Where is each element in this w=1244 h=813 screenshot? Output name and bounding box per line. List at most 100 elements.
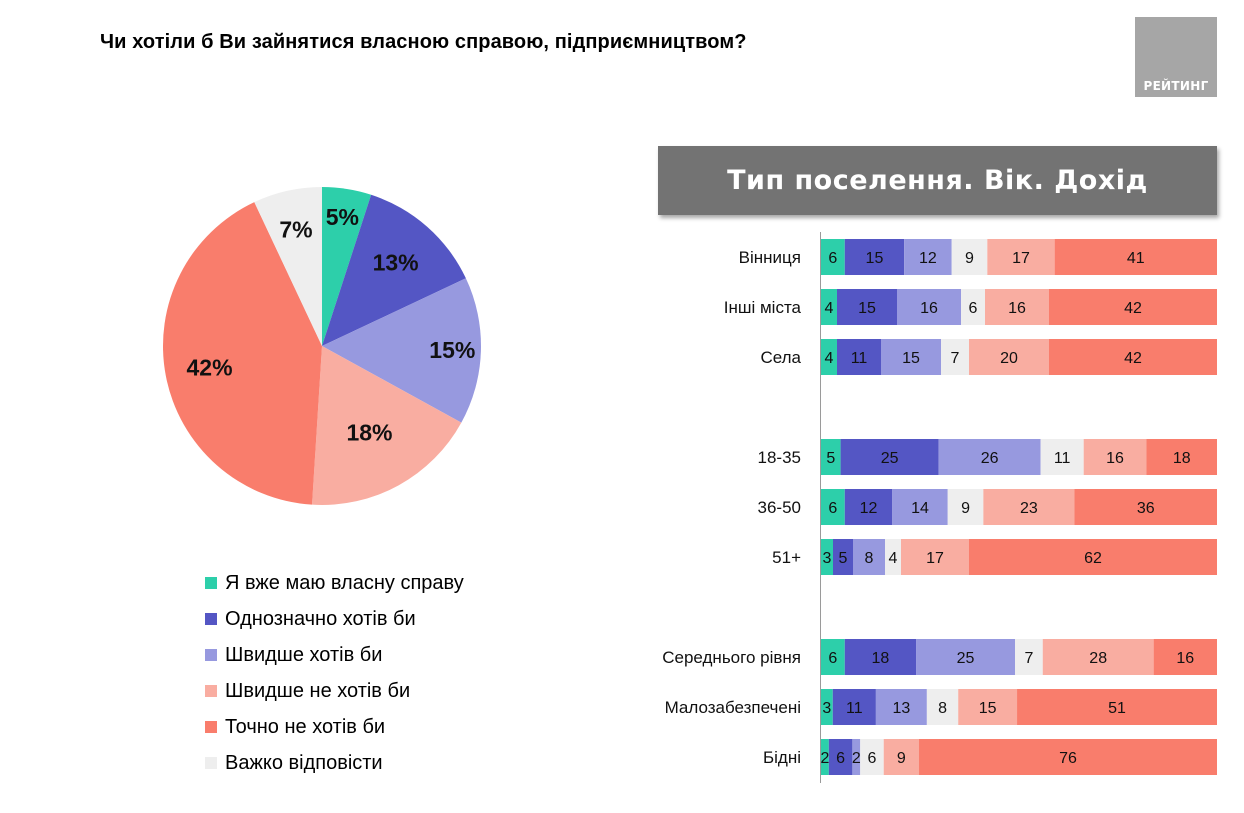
bar-segment-label: 51: [1108, 700, 1126, 717]
bar-segment: [1017, 689, 1217, 725]
bar-category-label: Малозабезпечені: [665, 698, 801, 717]
bar-segment: [821, 489, 845, 525]
bar-segment-label: 6: [828, 650, 837, 667]
bar-segment-label: 6: [969, 300, 978, 317]
bar-segment: [983, 489, 1075, 525]
legend-label: Я вже маю власну справу: [225, 571, 464, 594]
panel-title: Тип поселення. Вік. Дохід: [727, 165, 1148, 196]
bar-segment: [833, 539, 853, 575]
bar-segment: [1049, 289, 1217, 325]
bar-category-label: Вінниця: [739, 248, 801, 267]
bar-segment-label: 8: [938, 700, 947, 717]
bar-segment-label: 11: [846, 700, 863, 717]
bar-segment-label: 20: [1000, 350, 1018, 367]
legend-item: Однозначно хотів би: [205, 601, 464, 637]
bar-segment: [904, 239, 952, 275]
bar-segment-label: 6: [828, 250, 837, 267]
bar-segment-label: 18: [1173, 450, 1191, 467]
bar-segment: [901, 539, 969, 575]
bar-segment: [961, 289, 985, 325]
pie-slice-label: 5%: [326, 204, 359, 230]
bar-segment-label: 26: [981, 450, 999, 467]
pie-slice: [312, 346, 462, 505]
bar-segment: [916, 639, 1016, 675]
bar-segment-label: 4: [825, 350, 834, 367]
bar-segment: [1015, 639, 1043, 675]
bar-segment-label: 18: [872, 650, 890, 667]
bar-segment: [881, 339, 941, 375]
bar-segment-label: 13: [892, 700, 910, 717]
rating-logo: РЕЙТИНГ: [1135, 17, 1217, 97]
bar-segment-label: 25: [881, 450, 899, 467]
bar-segment-label: 6: [868, 750, 877, 767]
legend-label: Швидше не хотів би: [225, 679, 411, 702]
pie-slice: [322, 187, 372, 346]
bar-segment: [987, 239, 1055, 275]
bar-segment: [1083, 439, 1147, 475]
legend-item: Точно не хотів би: [205, 709, 464, 745]
legend-swatch: [205, 757, 217, 769]
bar-segment: [844, 489, 893, 525]
bar-segment-label: 6: [828, 500, 837, 517]
bar-segment-label: 7: [951, 350, 960, 367]
legend-label: Швидше хотів би: [225, 643, 383, 666]
legend-item: Швидше хотів би: [205, 637, 464, 673]
bar-segment: [1153, 639, 1217, 675]
bar-segment: [832, 689, 876, 725]
bar-segment: [828, 739, 853, 775]
bar-segment: [958, 689, 1018, 725]
bar-segment-label: 23: [1020, 500, 1038, 517]
pie-chart: 5% 13% 15% 18% 42% 7%: [163, 187, 481, 505]
pie-slice: [163, 202, 322, 505]
bar-segment: [885, 539, 901, 575]
panel-header: Тип поселення. Вік. Дохід: [658, 146, 1217, 215]
bar-segment-label: 62: [1084, 550, 1102, 567]
legend-label: Точно не хотів би: [225, 715, 386, 738]
bar-segment: [821, 239, 845, 275]
legend-item: Швидше не хотів би: [205, 673, 464, 709]
bar-segment-label: 8: [865, 550, 874, 567]
bar-segment-label: 6: [836, 750, 845, 767]
bar-segment-label: 3: [822, 700, 831, 717]
bar-segment-label: 15: [858, 300, 876, 317]
bar-segment: [821, 539, 833, 575]
bar-segment-label: 15: [866, 250, 884, 267]
bar-segment: [951, 239, 988, 275]
bar-segment: [1146, 439, 1217, 475]
bar-segment: [1049, 339, 1217, 375]
legend-swatch: [205, 613, 217, 625]
bar-segment: [852, 739, 861, 775]
pie-slice-label: 7%: [279, 217, 312, 243]
bar-segment-label: 11: [1054, 450, 1071, 467]
bar-segment-label: 9: [961, 500, 970, 517]
bar-segment: [821, 639, 845, 675]
pie-slice: [254, 187, 322, 346]
bar-segment-label: 9: [965, 250, 974, 267]
bar-segment: [821, 289, 837, 325]
bar-segment: [883, 739, 920, 775]
bar-segment-label: 7: [1024, 650, 1033, 667]
bar-segment: [926, 689, 959, 725]
legend-label: Однозначно хотів би: [225, 607, 416, 630]
bar-segment-label: 4: [825, 300, 834, 317]
bar-category-label: Бідні: [763, 748, 801, 767]
pie-slice-label: 15%: [429, 337, 475, 363]
bar-segment: [821, 689, 833, 725]
bar-segment: [897, 289, 961, 325]
bar-segment: [840, 439, 939, 475]
page-title: Чи хотіли б Ви зайнятися власною справою…: [100, 31, 747, 53]
bar-segment-label: 9: [897, 750, 906, 767]
pie-slice-label: 18%: [346, 419, 392, 445]
bar-segment-label: 41: [1127, 250, 1145, 267]
legend-label: Важко відповісти: [225, 751, 383, 774]
bar-segment-label: 17: [1012, 250, 1030, 267]
bar-segment-label: 15: [979, 700, 997, 717]
bar-segment-label: 42: [1124, 350, 1142, 367]
bar-segment-label: 11: [851, 350, 868, 367]
bar-category-label: Села: [760, 348, 801, 367]
bar-segment-label: 5: [826, 450, 835, 467]
bar-segment-label: 3: [823, 550, 832, 567]
bar-segment-label: 2: [820, 750, 829, 767]
bar-segment: [860, 739, 884, 775]
